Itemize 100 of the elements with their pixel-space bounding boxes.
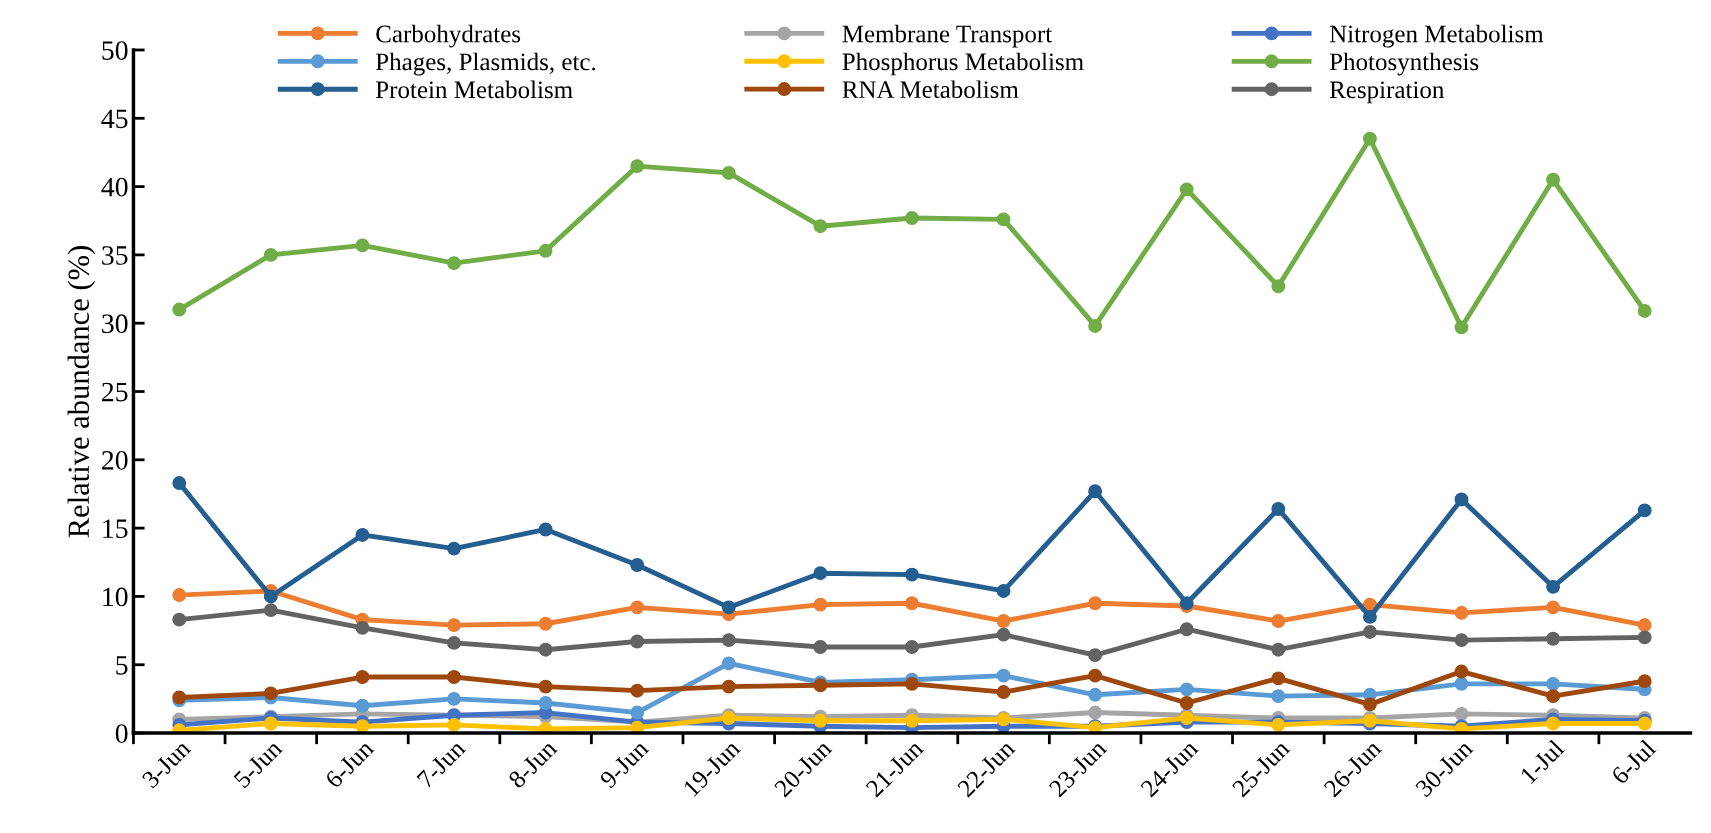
point (630, 600, 645, 615)
point (1454, 492, 1469, 507)
y-tick-label: 35 (102, 246, 128, 265)
y-tick-label: 45 (101, 109, 128, 129)
point (447, 717, 461, 732)
point (172, 476, 187, 490)
point (630, 558, 645, 572)
point (263, 589, 278, 604)
point (996, 212, 1011, 227)
point (813, 640, 828, 654)
point (447, 691, 461, 706)
point (1546, 689, 1561, 704)
point (1637, 630, 1652, 645)
point (263, 716, 278, 731)
y-tick-label: 40 (101, 177, 128, 197)
point (263, 603, 278, 618)
point (1088, 318, 1103, 333)
point (447, 670, 461, 684)
y-tick-label: 50 (102, 41, 128, 60)
y-tick-label: 25 (102, 382, 128, 402)
point (721, 679, 736, 694)
legend-label: RNA Metabolism (842, 80, 1019, 99)
y-tick-label: 10 (103, 587, 128, 607)
point (538, 696, 553, 710)
point (1546, 579, 1561, 594)
point (1088, 705, 1103, 720)
point (721, 165, 736, 180)
point (1454, 706, 1469, 721)
point (1454, 605, 1469, 620)
point (813, 713, 828, 728)
y-tick-label: 15 (103, 519, 128, 539)
point (1179, 682, 1194, 697)
point (905, 211, 919, 225)
point (538, 616, 553, 631)
point (996, 685, 1011, 700)
point (1088, 648, 1103, 663)
point (172, 302, 187, 317)
point (1454, 676, 1469, 691)
point (905, 567, 919, 582)
point (538, 642, 553, 657)
point (1362, 609, 1377, 624)
point (355, 620, 370, 635)
point (721, 633, 736, 648)
legend-label: Carbohydrates (376, 24, 521, 48)
legend-label: Photosynthesis (1329, 52, 1479, 76)
point (721, 600, 736, 615)
point (1546, 172, 1561, 187)
point (447, 618, 461, 633)
point (996, 584, 1011, 598)
point (447, 256, 461, 271)
point (630, 159, 645, 174)
point (1088, 596, 1103, 611)
point (813, 597, 828, 612)
point (996, 614, 1011, 628)
point (1362, 625, 1377, 639)
point (1637, 503, 1652, 518)
point (538, 243, 553, 258)
legend-label: Nitrogen Metabolism (1329, 24, 1544, 48)
point (1454, 664, 1469, 679)
point (721, 656, 736, 671)
point (263, 247, 278, 262)
point (630, 634, 645, 649)
legend-label: Protein Metabolism (375, 80, 573, 99)
point (1271, 689, 1286, 704)
point (1546, 676, 1561, 691)
point (447, 635, 461, 650)
point (1088, 484, 1103, 499)
point (1271, 614, 1286, 628)
point (1179, 622, 1194, 637)
point (630, 705, 645, 720)
point (538, 522, 553, 537)
y-tick-label: 20 (102, 450, 128, 470)
y-tick-label: 0 (115, 724, 128, 743)
point (355, 698, 370, 713)
point (905, 640, 919, 654)
point (1546, 716, 1561, 731)
y-tick-label: 30 (102, 314, 128, 334)
point (1088, 668, 1103, 683)
point (1179, 182, 1194, 197)
point (1088, 687, 1103, 702)
point (447, 541, 461, 556)
point (1546, 631, 1561, 646)
point (172, 588, 187, 603)
point (355, 238, 370, 253)
y-axis-title: Relative abundance (%) (67, 246, 96, 538)
point (905, 713, 919, 728)
point (1637, 618, 1652, 633)
point (905, 676, 919, 691)
legend-label: Respiration (1329, 81, 1445, 104)
point (1454, 633, 1469, 648)
point (630, 683, 645, 698)
legend-label: Phages, Plasmids, etc. (375, 52, 596, 76)
point (1362, 697, 1377, 712)
point (1271, 642, 1286, 657)
point (813, 219, 828, 234)
point (1637, 303, 1652, 318)
point (1454, 320, 1469, 335)
point (813, 566, 828, 581)
legend-label: Phosphorus Metabolism (842, 52, 1084, 76)
point (1271, 279, 1286, 294)
